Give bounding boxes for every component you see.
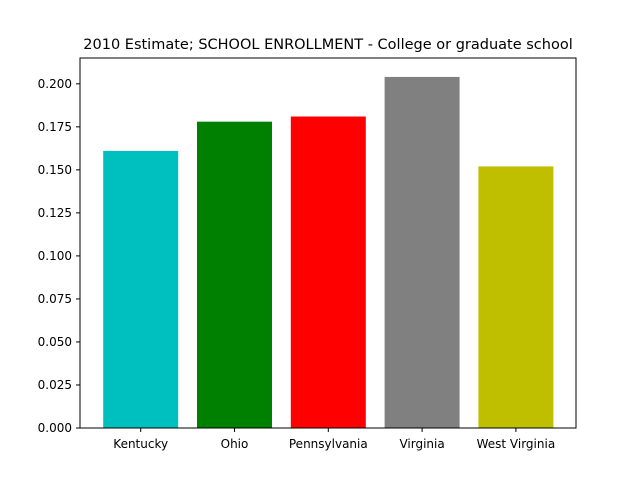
y-tick-label: 0.175 bbox=[38, 120, 72, 134]
y-axis: 0.000 0.025 0.050 0.075 0.100 0.125 0.150 0.175… bbox=[38, 77, 80, 435]
x-tick-label: Ohio bbox=[221, 437, 249, 451]
x-tick-label: West Virginia bbox=[477, 437, 556, 451]
y-tick-label: 0.000 bbox=[38, 421, 72, 435]
bar-virginia bbox=[384, 76, 460, 429]
x-tick-label: Pennsylvania bbox=[289, 437, 368, 451]
chart-title: 2010 Estimate; SCHOOL ENROLLMENT - Colle… bbox=[83, 37, 572, 53]
x-tick-label: Virginia bbox=[399, 437, 444, 451]
y-tick-label: 0.125 bbox=[38, 206, 72, 220]
y-tick-label: 0.150 bbox=[38, 163, 72, 177]
plot-frame bbox=[79, 57, 577, 429]
bar-west-virginia bbox=[478, 166, 554, 429]
bar-ohio bbox=[197, 121, 272, 429]
bars-group bbox=[103, 76, 554, 429]
x-axis: Kentucky Ohio Pennsylvania Virginia West Vir… bbox=[113, 428, 555, 451]
y-tick-label: 0.025 bbox=[38, 378, 72, 392]
y-tick-label: 0.100 bbox=[38, 249, 72, 263]
bar-kentucky bbox=[103, 150, 179, 428]
y-tick-label: 0.050 bbox=[38, 335, 72, 349]
x-tick-label: Kentucky bbox=[113, 437, 168, 451]
y-tick-label: 0.075 bbox=[38, 292, 72, 306]
y-tick-label: 0.200 bbox=[38, 77, 72, 91]
bar-pennsylvania bbox=[290, 116, 366, 428]
